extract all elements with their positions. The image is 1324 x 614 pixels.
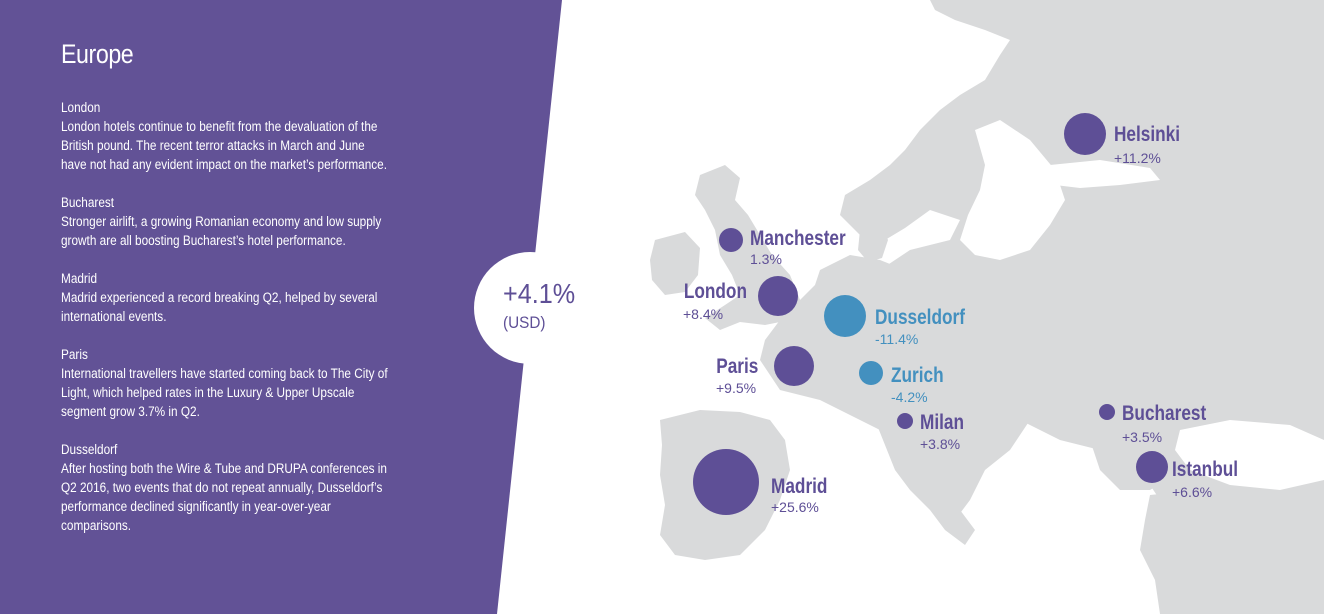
city-change-manchester: 1.3% [750, 251, 782, 267]
city-name-zurich: Zurich [891, 364, 944, 387]
landmass-ireland [650, 232, 700, 295]
city-bubble-manchester [719, 228, 743, 252]
city-change-paris: +9.5% [716, 380, 757, 396]
city-bubble-paris [774, 346, 814, 386]
stories-list: London London hotels continue to benefit … [61, 98, 391, 535]
city-change-zurich: -4.2% [891, 389, 928, 405]
city-bubble-zurich [859, 361, 883, 385]
baltic-sea [960, 120, 1065, 260]
city-change-madrid: +25.6% [771, 499, 819, 515]
city-bubble-dusseldorf [824, 295, 866, 337]
city-name-bucharest: Bucharest [1122, 402, 1207, 425]
story-city: Madrid [61, 270, 98, 286]
story-city: Dusseldorf [61, 441, 118, 457]
story-madrid: Madrid Madrid experienced a record breaki… [61, 269, 391, 326]
city-change-milan: +3.8% [920, 436, 961, 452]
story-text: Stronger airlift, a growing Romanian eco… [61, 213, 382, 248]
overall-change-unit: (USD) [503, 313, 546, 332]
story-paris: Paris International travellers have start… [61, 345, 391, 421]
landmass-italy [875, 400, 975, 545]
gulf-of-finland [1050, 160, 1160, 188]
story-city: Bucharest [61, 194, 115, 210]
city-name-manchester: Manchester [750, 227, 846, 250]
story-text: Madrid experienced a record breaking Q2,… [61, 289, 378, 324]
city-name-dusseldorf: Dusseldorf [875, 306, 965, 329]
city-name-paris: Paris [715, 355, 758, 378]
city-bubble-london [758, 276, 798, 316]
side-panel: Europe London London hotels continue to b… [61, 39, 391, 554]
city-bubble-helsinki [1064, 113, 1106, 155]
landmass-anatolia [1140, 490, 1324, 614]
landmass-denmark [858, 222, 888, 262]
city-name-madrid: Madrid [771, 475, 828, 498]
story-text: After hosting both the Wire & Tube and D… [61, 460, 387, 533]
city-change-helsinki: +11.2% [1114, 150, 1161, 166]
story-city: London [61, 99, 101, 115]
city-name-helsinki: Helsinki [1114, 123, 1181, 146]
region-title: Europe [61, 39, 134, 69]
city-change-bucharest: +3.5% [1122, 429, 1163, 445]
overall-change-badge [474, 252, 586, 364]
city-change-istanbul: +6.6% [1172, 484, 1213, 500]
story-text: International travellers have started co… [61, 365, 388, 419]
city-change-london: +8.4% [683, 306, 724, 322]
city-bubble-milan [897, 413, 913, 429]
city-name-milan: Milan [920, 411, 965, 434]
story-london: London London hotels continue to benefit … [61, 98, 391, 174]
story-city: Paris [61, 346, 88, 362]
city-bubble-bucharest [1099, 404, 1115, 420]
story-text: London hotels continue to benefit from t… [61, 118, 387, 172]
city-name-london: London [683, 280, 747, 303]
city-bubble-istanbul [1136, 451, 1168, 483]
overall-change-value: +4.1% [503, 278, 576, 309]
city-bubble-madrid [693, 449, 759, 515]
black-sea [1175, 420, 1324, 490]
city-name-istanbul: Istanbul [1172, 458, 1239, 481]
water-bodies [960, 120, 1324, 490]
story-bucharest: Bucharest Stronger airlift, a growing Rom… [61, 193, 391, 250]
story-dusseldorf: Dusseldorf After hosting both the Wire & … [61, 440, 391, 535]
city-change-dusseldorf: -11.4% [875, 331, 919, 347]
